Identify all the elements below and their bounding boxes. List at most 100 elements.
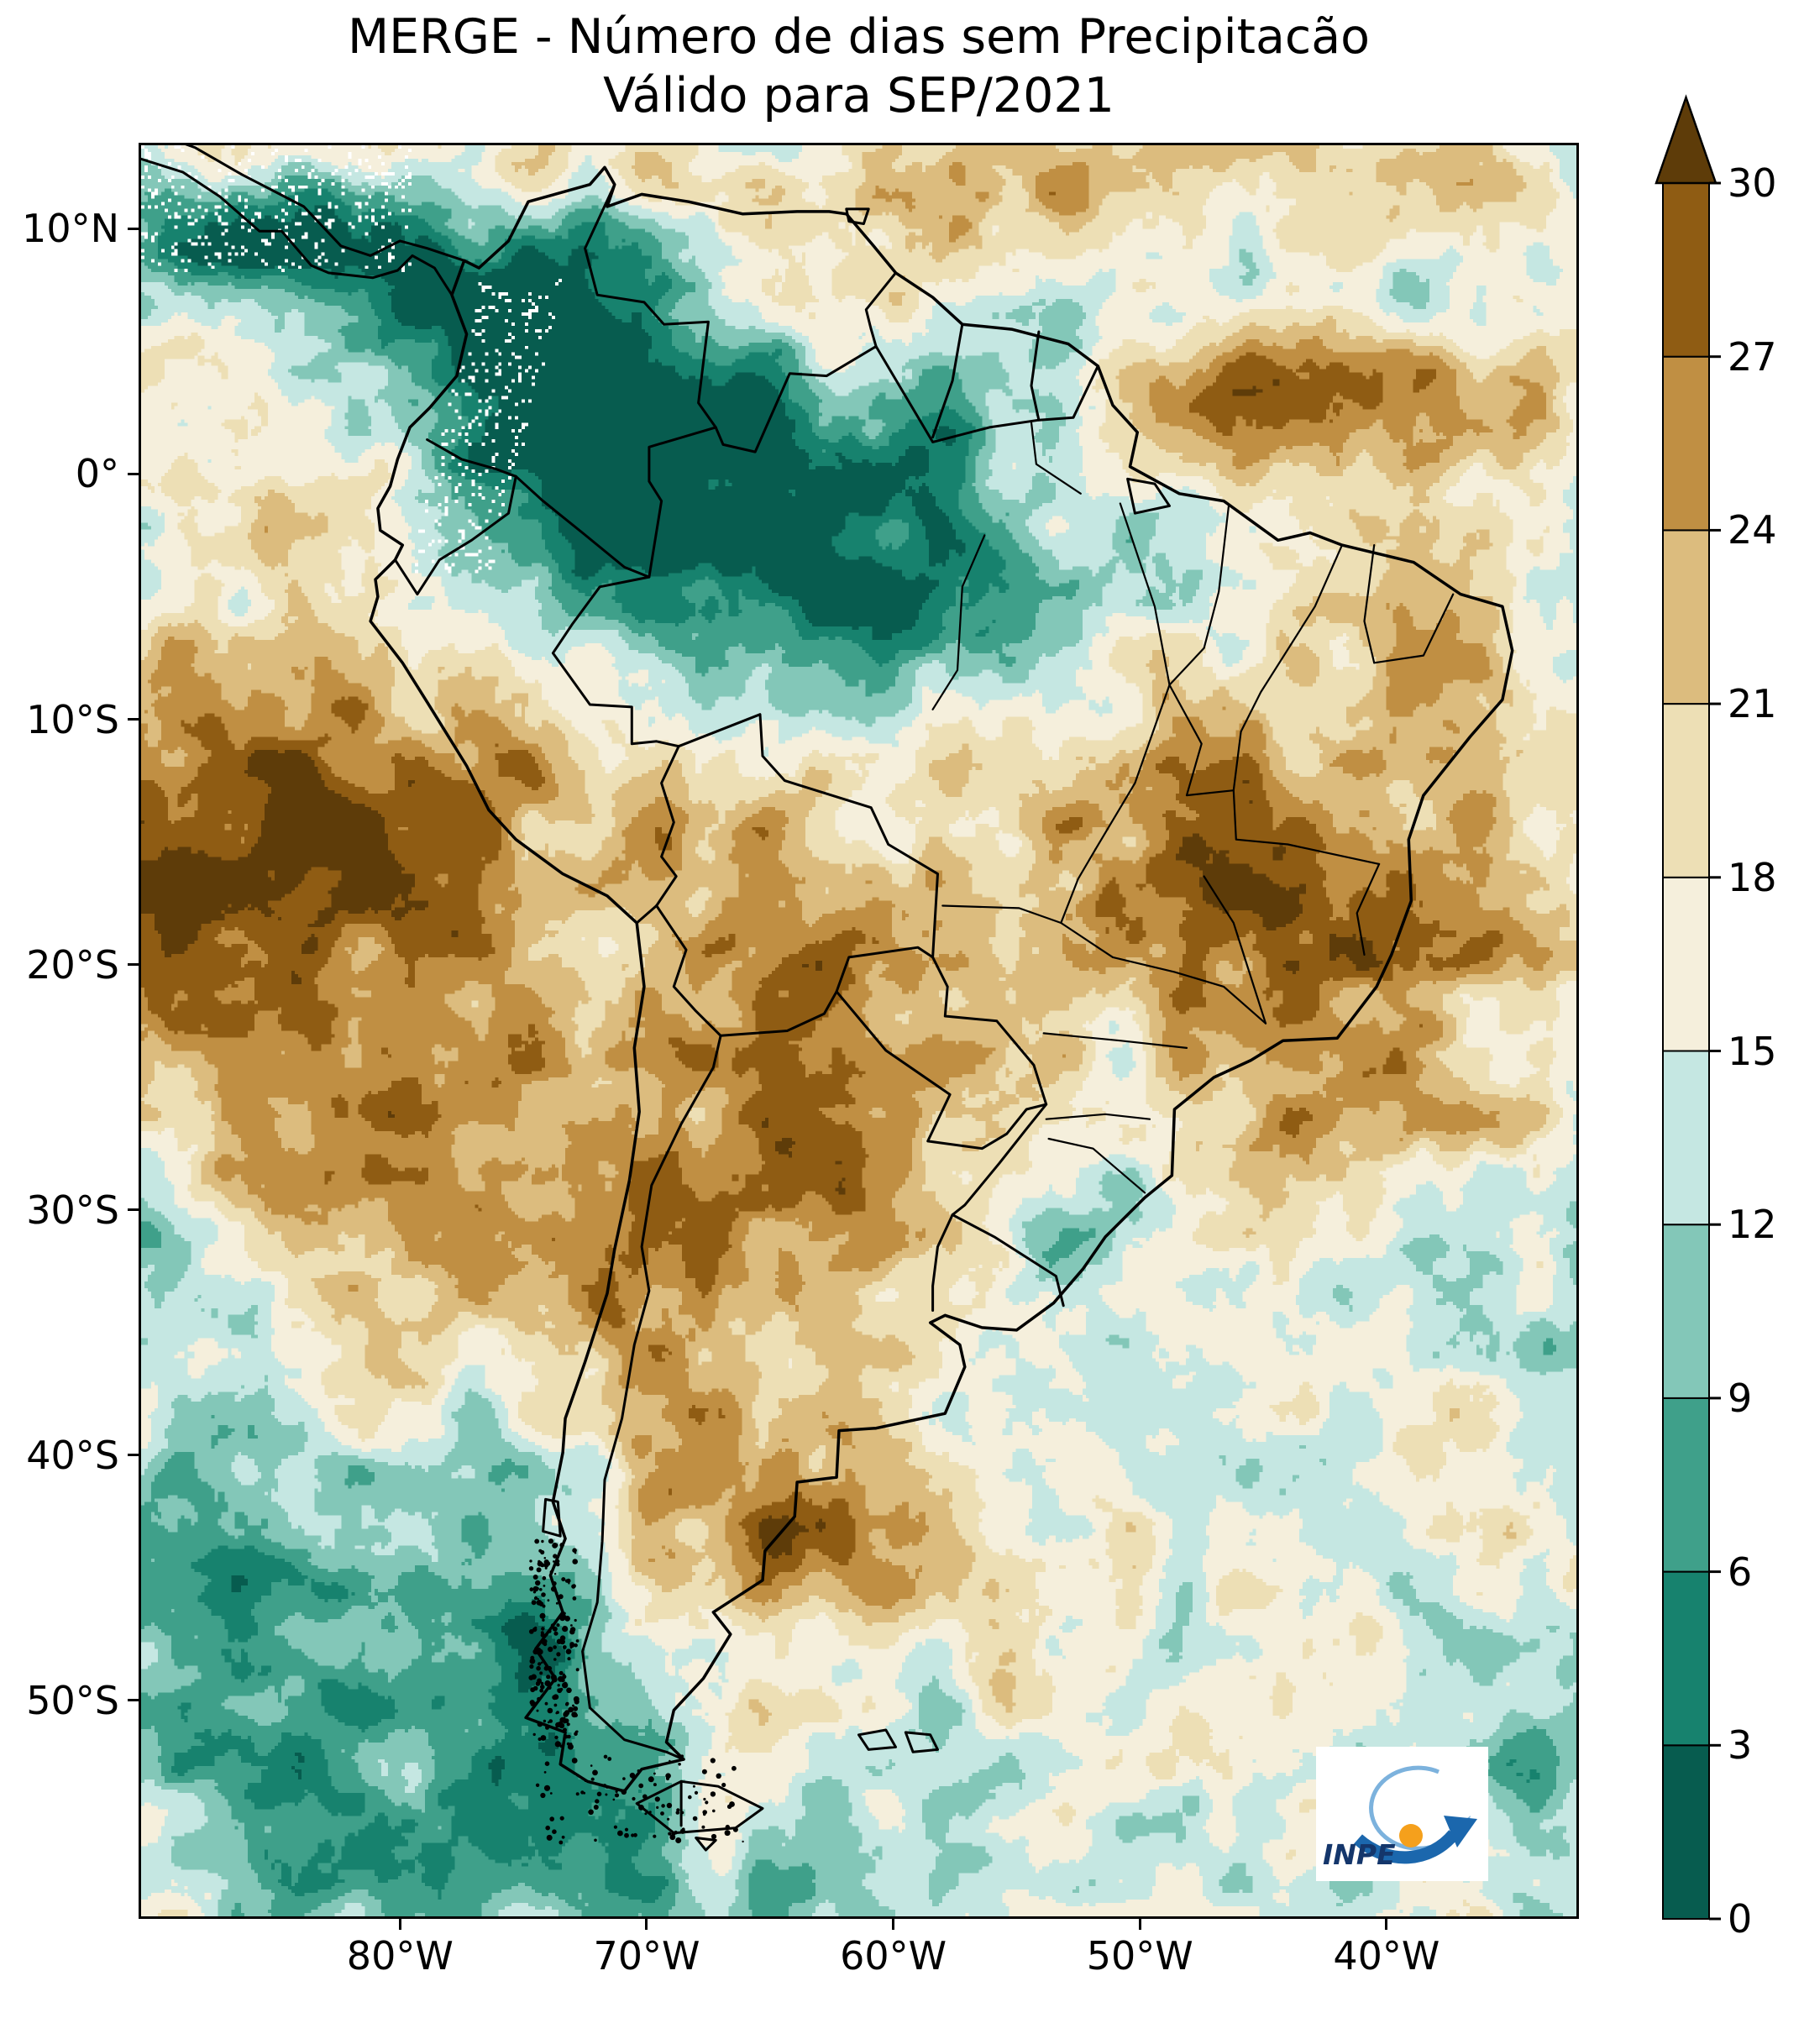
y-tick-mark	[128, 1699, 139, 1702]
x-tick-label: 50°W	[1086, 1933, 1193, 1978]
fjord-dot	[532, 1575, 538, 1580]
fjord-dot	[530, 1655, 535, 1660]
fjord-dot	[554, 1735, 559, 1740]
fjord-dot	[571, 1711, 578, 1718]
fjord-dot	[533, 1596, 538, 1601]
fjord-dot	[716, 1773, 721, 1779]
fjord-dot	[563, 1627, 566, 1630]
state-border	[1045, 1113, 1151, 1120]
colorbar-segment	[1662, 876, 1710, 1052]
fjord-dot	[564, 1616, 570, 1622]
fjord-dot	[569, 1643, 575, 1648]
fjord-dot	[548, 1646, 553, 1653]
colorbar-segment	[1662, 1397, 1710, 1573]
fjord-dot	[541, 1539, 544, 1543]
central-america-coast	[185, 145, 466, 262]
central-america-coast	[141, 157, 454, 296]
fjord-dot	[553, 1631, 559, 1636]
fjord-dot	[535, 1580, 541, 1586]
y-tick-mark	[128, 1208, 139, 1212]
fjord-dot	[545, 1825, 550, 1831]
colorbar-tick-label: 24	[1728, 507, 1777, 553]
y-tick-label: 30°S	[26, 1187, 119, 1233]
fjord-dot	[545, 1725, 549, 1730]
fjord-dot	[644, 1812, 648, 1816]
fjord-dot	[566, 1722, 570, 1727]
fjord-dot	[528, 1566, 534, 1571]
fjord-dot	[605, 1793, 608, 1796]
state-border	[1232, 731, 1381, 865]
x-tick-label: 40°W	[1333, 1933, 1440, 1978]
state-border	[1047, 1137, 1146, 1194]
y-tick-mark	[128, 1454, 139, 1457]
island-outline	[635, 1779, 764, 1835]
map-borders-overlay	[141, 145, 1514, 1852]
fjord-dot	[547, 1721, 550, 1724]
fjord-dot	[710, 1791, 716, 1797]
fjord-dot	[539, 1612, 546, 1619]
country-border	[551, 345, 1099, 1308]
fjord-dot	[570, 1624, 573, 1627]
fjord-dot	[642, 1794, 648, 1800]
fjord-dot	[553, 1645, 557, 1649]
fjord-dot	[534, 1626, 538, 1630]
colorbar-tick-label: 18	[1728, 854, 1777, 900]
chart-title: MERGE - Número de dias sem Precipitacão …	[139, 8, 1579, 125]
island-outline	[845, 207, 870, 225]
fjord-dot	[572, 1559, 578, 1564]
fjord-dot	[692, 1816, 698, 1821]
fjord-dot	[667, 1817, 670, 1821]
fjord-dot	[681, 1827, 685, 1832]
island-outline	[542, 1497, 562, 1538]
state-border	[931, 534, 986, 710]
fjord-dot	[574, 1643, 578, 1648]
state-border	[1203, 875, 1267, 1025]
fjord-dot	[529, 1587, 534, 1592]
fjord-dot	[559, 1718, 563, 1722]
fjord-dot	[552, 1829, 557, 1834]
fjord-dot	[588, 1809, 594, 1816]
y-tick-label: 10°S	[26, 696, 119, 742]
fjord-dot	[648, 1811, 652, 1814]
fjord-dot	[721, 1782, 726, 1788]
fjord-dot	[676, 1808, 680, 1812]
fjord-dot	[569, 1627, 576, 1633]
fjord-dot	[594, 1838, 597, 1842]
colorbar-tick-label: 30	[1728, 160, 1777, 206]
fjord-dot	[669, 1834, 676, 1841]
fjord-dot	[545, 1561, 551, 1566]
fjord-dot	[631, 1833, 635, 1837]
fjord-dot	[565, 1648, 572, 1654]
fjord-dot	[549, 1792, 553, 1795]
fjord-dot	[564, 1718, 569, 1723]
fjord-dot	[544, 1566, 548, 1570]
inpe-logo-graphic: INPE	[1323, 1765, 1477, 1871]
island-outline	[904, 1731, 939, 1753]
country-border	[931, 322, 964, 439]
x-tick-label: 60°W	[840, 1933, 947, 1978]
fjord-dot	[575, 1792, 579, 1796]
fjord-dot	[701, 1769, 707, 1774]
country-border	[394, 474, 517, 596]
fjord-dot	[559, 1615, 566, 1622]
country-border	[426, 438, 517, 478]
logo-swoosh-arrow-icon	[1354, 1829, 1459, 1864]
fjord-dot	[560, 1678, 565, 1683]
inpe-logo-text: INPE	[1323, 1838, 1396, 1871]
colorbar-segment	[1662, 182, 1710, 358]
fjord-dot	[554, 1727, 558, 1731]
x-tick-label: 70°W	[593, 1933, 700, 1978]
fjord-dot	[593, 1805, 599, 1810]
fjord-dot	[590, 1777, 595, 1781]
colorbar-extend-arrow	[1655, 94, 1717, 185]
y-tick-label: 0°	[75, 451, 119, 497]
fjord-dot	[711, 1833, 717, 1840]
fjord-dot	[666, 1802, 673, 1809]
fjord-dot	[537, 1678, 542, 1684]
colorbar-segment	[1662, 529, 1710, 705]
fjord-dot	[648, 1776, 654, 1783]
fjord-dot	[694, 1790, 699, 1795]
fjord-dot	[680, 1754, 684, 1758]
fjord-dot	[563, 1727, 567, 1732]
country-border	[581, 1034, 722, 1761]
